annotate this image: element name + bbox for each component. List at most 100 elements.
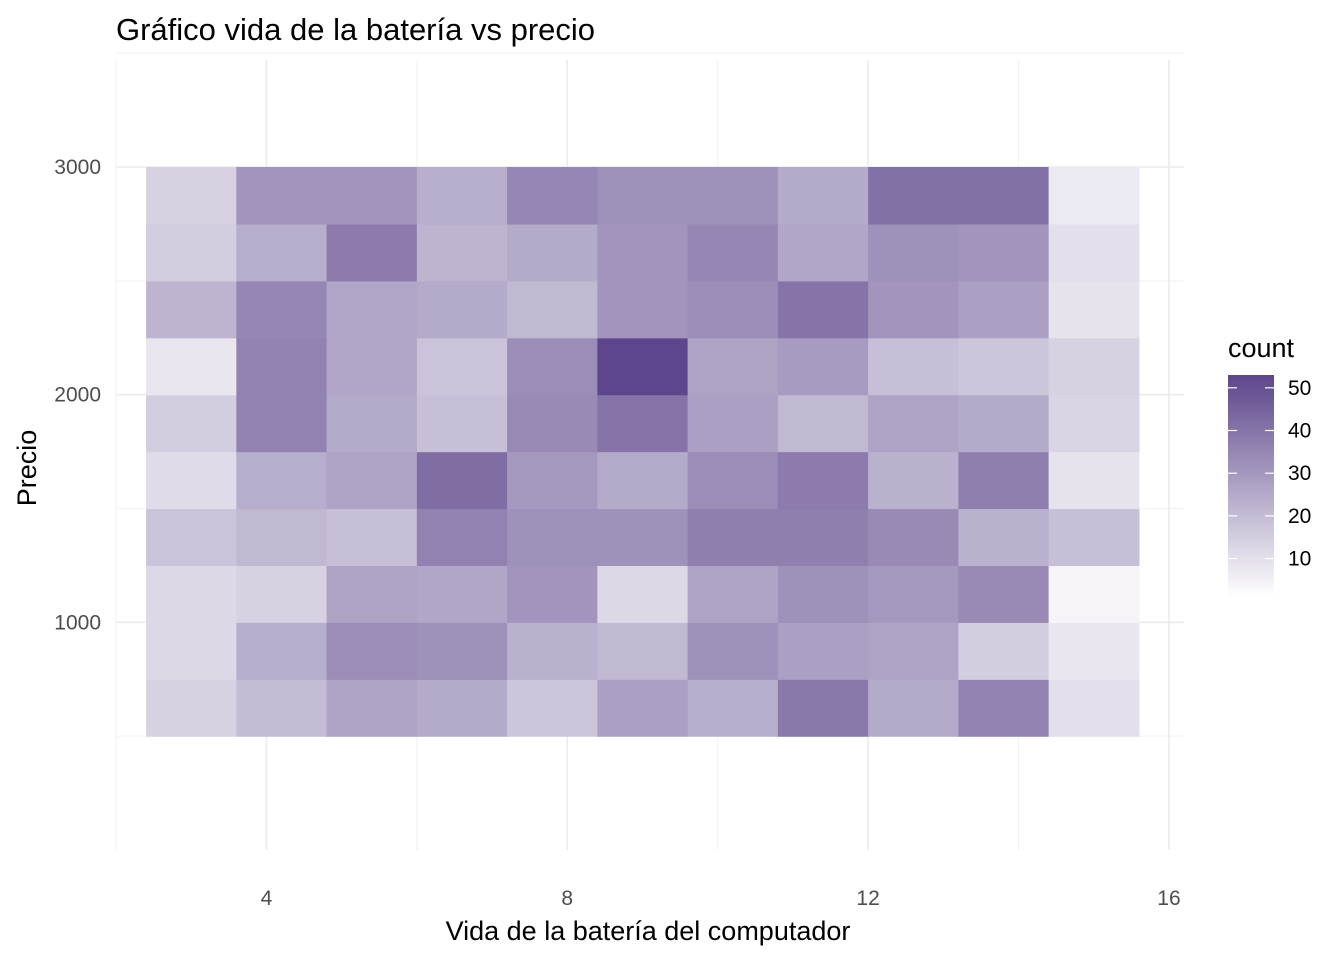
heatmap-tile [597, 167, 689, 225]
x-tick-label: 4 [261, 887, 273, 910]
heatmap-tile [868, 394, 959, 453]
heatmap-tile [236, 280, 328, 339]
y-tick-label: 2000 [54, 384, 101, 407]
heatmap-tile [326, 622, 418, 680]
heatmap-tile [868, 679, 959, 737]
heatmap-tile [868, 337, 959, 396]
heatmap-tile [236, 451, 328, 510]
heatmap-tile [416, 223, 508, 282]
heatmap-tile [1048, 337, 1140, 396]
heatmap-tile [1048, 167, 1140, 225]
heatmap-tiles [146, 167, 1140, 737]
heatmap-tile [507, 451, 598, 510]
legend-title: count [1228, 333, 1295, 363]
heatmap-tile [507, 508, 598, 567]
heatmap-tile [416, 451, 508, 510]
heatmap-tile [597, 679, 689, 737]
heatmap-tile [777, 565, 869, 623]
heatmap-tile [507, 565, 598, 623]
heatmap-tile [958, 167, 1050, 225]
heatmap-tile [507, 622, 598, 680]
heatmap-tile [1048, 223, 1140, 282]
heatmap-tile [507, 223, 598, 282]
heatmap-tile [958, 280, 1050, 339]
heatmap-tile [146, 167, 237, 225]
heatmap-tile [868, 565, 959, 623]
heatmap-tile [1048, 280, 1140, 339]
heatmap-tile [326, 337, 418, 396]
heatmap-tile [777, 508, 869, 567]
heatmap-tile [416, 337, 508, 396]
legend-tick-label: 40 [1288, 420, 1311, 443]
heatmap-tile [597, 622, 689, 680]
heatmap-tile [777, 223, 869, 282]
heatmap-tile [326, 679, 418, 737]
heatmap-tile [146, 337, 237, 396]
heatmap-tile [236, 565, 328, 623]
heatmap-tile [777, 451, 869, 510]
heatmap-tile [597, 508, 689, 567]
heatmap-tile [236, 337, 328, 396]
heatmap-tile [687, 167, 779, 225]
heatmap-tile [687, 679, 779, 737]
legend-color-bar [1228, 375, 1274, 597]
y-tick-label: 3000 [54, 156, 101, 179]
heatmap-tile [326, 394, 418, 453]
heatmap-tile [687, 508, 779, 567]
heatmap-tile [416, 167, 508, 225]
heatmap-tile [687, 451, 779, 510]
heatmap-tile [868, 223, 959, 282]
heatmap-tile [958, 565, 1050, 623]
legend-tick-label: 10 [1288, 548, 1311, 571]
heatmap-tile [958, 622, 1050, 680]
heatmap-tile [777, 280, 869, 339]
heatmap-tile [416, 394, 508, 453]
chart-title: Gráfico vida de la batería vs precio [116, 12, 595, 47]
heatmap-tile [777, 622, 869, 680]
heatmap-tile [416, 508, 508, 567]
heatmap-tile [416, 280, 508, 339]
heatmap-tile [326, 451, 418, 510]
heatmap-tile [1048, 451, 1140, 510]
y-tick-label: 1000 [54, 611, 101, 634]
legend-tick-label: 50 [1288, 377, 1311, 400]
heatmap-tile [958, 394, 1050, 453]
y-axis-title: Precio [12, 430, 42, 507]
x-tick-label: 8 [561, 887, 573, 910]
heatmap-tile [958, 508, 1050, 567]
legend-tick-label: 20 [1288, 505, 1311, 528]
heatmap-tile [958, 223, 1050, 282]
heatmap-tile [687, 223, 779, 282]
x-tick-label: 12 [856, 887, 879, 910]
heatmap-tile [687, 622, 779, 680]
heatmap-tile [1048, 565, 1140, 623]
heatmap-tile [597, 394, 689, 453]
x-tick-label: 16 [1157, 887, 1180, 910]
heatmap-tile [687, 394, 779, 453]
x-axis-title: Vida de la batería del computador [446, 916, 851, 946]
heatmap-tile [236, 394, 328, 453]
heatmap-tile [236, 223, 328, 282]
heatmap-tile [416, 622, 508, 680]
heatmap-tile [236, 622, 328, 680]
heatmap-tile [597, 565, 689, 623]
heatmap-tile [326, 508, 418, 567]
x-axis-ticks: 4 8 12 16 [261, 887, 1181, 910]
heatmap-tile [958, 337, 1050, 396]
heatmap-tile [507, 337, 598, 396]
heatmap-tile [146, 622, 237, 680]
heatmap-tile [868, 622, 959, 680]
heatmap-tile [597, 223, 689, 282]
heatmap-tile [416, 679, 508, 737]
heatmap-tile [687, 565, 779, 623]
legend: count 10 20 30 40 50 [1228, 333, 1311, 597]
heatmap-tile [777, 337, 869, 396]
heatmap-tile [1048, 622, 1140, 680]
heatmap-tile [236, 679, 328, 737]
heatmap-tile [416, 565, 508, 623]
heatmap-tile [597, 280, 689, 339]
heatmap-tile [146, 451, 237, 510]
legend-tick-label: 30 [1288, 462, 1311, 485]
heatmap-tile [507, 394, 598, 453]
